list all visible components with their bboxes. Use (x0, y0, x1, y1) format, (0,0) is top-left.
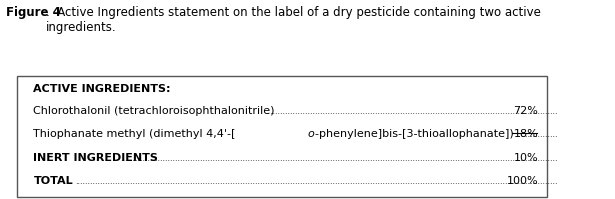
Text: 72%: 72% (514, 106, 538, 116)
Text: TOTAL: TOTAL (33, 176, 73, 186)
Text: 100%: 100% (507, 176, 538, 186)
Text: o: o (308, 129, 315, 139)
Text: ................................................................................: ........................................… (75, 177, 575, 186)
Text: Thiophanate methyl (dimethyl 4,4'-[: Thiophanate methyl (dimethyl 4,4'-[ (33, 129, 236, 139)
Text: -phenylene]bis-[3-thioallophanate]) .: -phenylene]bis-[3-thioallophanate]) . (315, 129, 520, 139)
Text: Figure 4: Figure 4 (6, 6, 60, 19)
Text: ACTIVE INGREDIENTS:: ACTIVE INGREDIENTS: (33, 84, 171, 94)
Text: ................................................................................: ........................................… (120, 154, 615, 163)
FancyBboxPatch shape (17, 76, 547, 197)
Text: 10%: 10% (514, 153, 538, 163)
Text: .  Active Ingredients statement on the label of a dry pesticide containing two a: . Active Ingredients statement on the la… (46, 6, 541, 34)
Text: ................................................................................: ........................................… (265, 107, 615, 116)
Text: 18%: 18% (514, 129, 538, 139)
Text: INERT INGREDIENTS: INERT INGREDIENTS (33, 153, 158, 163)
Text: ................................................................................: ........................................… (520, 130, 615, 139)
Text: Chlorothalonil (tetrachloroisophthalonitrile): Chlorothalonil (tetrachloroisophthalonit… (33, 106, 275, 116)
